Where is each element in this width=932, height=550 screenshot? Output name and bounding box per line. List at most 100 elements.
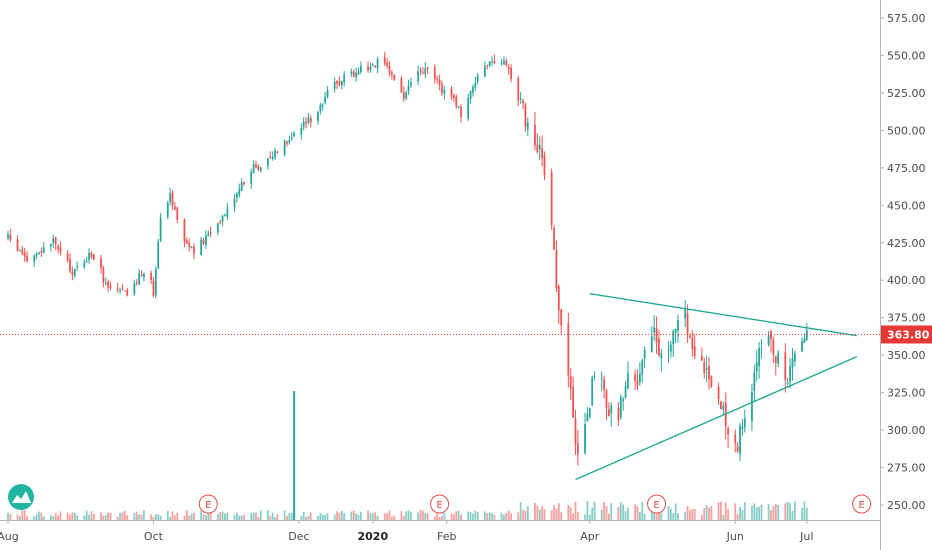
- volume-bar: [634, 504, 636, 520]
- candle: [266, 158, 269, 170]
- candle: [710, 375, 713, 388]
- volume-bar: [69, 514, 71, 520]
- volume-bar: [574, 501, 577, 520]
- volume-bar: [150, 514, 152, 520]
- candle: [143, 272, 145, 282]
- volume-bar: [538, 509, 541, 520]
- volume-bar: [524, 510, 527, 520]
- volume-bar: [359, 511, 362, 520]
- volume-bar: [88, 514, 90, 520]
- candle: [610, 402, 613, 427]
- candle: [543, 151, 546, 181]
- volume-bar: [424, 512, 427, 520]
- volume-bar: [171, 511, 174, 520]
- trendline-layer[interactable]: [575, 293, 858, 481]
- volume-bar: [519, 502, 522, 520]
- candle: [33, 254, 36, 268]
- candle: [627, 361, 629, 390]
- volume-bar: [226, 512, 229, 520]
- volume-bar: [617, 506, 620, 520]
- volume-bar: [357, 514, 360, 520]
- candle: [469, 90, 472, 104]
- earnings-label: E: [653, 500, 659, 511]
- y-tick-label: 275.00: [887, 462, 926, 475]
- candle: [57, 244, 59, 254]
- volume-bar: [703, 507, 706, 520]
- volume-bar: [724, 502, 727, 520]
- earnings-marker[interactable]: E: [647, 494, 667, 514]
- candle: [526, 117, 529, 137]
- y-tick-label: 350.00: [887, 349, 926, 362]
- volume-bar: [390, 516, 393, 520]
- earnings-marker[interactable]: E: [430, 494, 450, 514]
- volume-bar: [85, 510, 88, 520]
- volume-bar: [100, 512, 102, 520]
- volume-bar: [593, 501, 596, 520]
- volume-bar: [166, 510, 169, 520]
- candle: [288, 135, 291, 145]
- candle: [202, 237, 205, 246]
- volume-bar: [21, 510, 24, 520]
- y-tick-label: 475.00: [887, 162, 926, 175]
- volume-bar: [83, 515, 86, 520]
- candle: [557, 284, 560, 324]
- volume-bar: [717, 501, 720, 520]
- candle: [441, 80, 443, 96]
- volume-bar: [123, 510, 126, 520]
- candle: [476, 72, 479, 85]
- y-tick-label: 525.00: [887, 87, 926, 100]
- volume-bar: [569, 507, 572, 520]
- volume-bar: [584, 514, 586, 520]
- candle: [150, 270, 152, 285]
- candle: [250, 168, 253, 189]
- volume-bar: [536, 505, 539, 520]
- volume-bar: [216, 514, 219, 520]
- candle: [19, 249, 21, 252]
- volume-bar: [266, 510, 269, 520]
- candle: [152, 277, 155, 298]
- candle: [660, 348, 663, 372]
- volume-bar: [169, 516, 172, 520]
- candle: [593, 371, 596, 381]
- volume-bar: [493, 514, 496, 520]
- earnings-marker[interactable]: E: [198, 494, 218, 514]
- candle: [121, 283, 124, 291]
- candle: [388, 61, 391, 77]
- volume-bar: [23, 510, 26, 520]
- volume-bar: [250, 512, 253, 520]
- volume-bar: [474, 510, 477, 520]
- volume-bar: [476, 512, 479, 520]
- candle: [638, 362, 641, 386]
- volume-bar: [505, 513, 508, 520]
- candle: [374, 64, 377, 68]
- candle: [600, 371, 603, 392]
- volume-bar: [138, 514, 141, 520]
- volume-bar: [271, 512, 274, 520]
- trendline-lower[interactable]: [575, 356, 858, 481]
- candle: [505, 58, 508, 68]
- volume-bar: [734, 503, 737, 520]
- volume-bar: [50, 515, 52, 520]
- candle: [269, 151, 272, 159]
- candle: [572, 376, 575, 419]
- candle: [493, 54, 496, 65]
- volume-bar: [700, 514, 703, 520]
- volume-bar: [543, 509, 546, 520]
- y-tick-label: 300.00: [887, 424, 926, 437]
- candle: [255, 160, 257, 169]
- trendline-upper[interactable]: [589, 293, 857, 337]
- candle: [636, 369, 639, 390]
- candle: [219, 219, 222, 225]
- volume-bar: [710, 505, 713, 520]
- candle: [69, 253, 71, 274]
- candle: [491, 56, 493, 67]
- candle: [727, 425, 729, 449]
- volume-bar: [791, 510, 794, 520]
- candle: [758, 341, 760, 379]
- candle: [338, 76, 341, 87]
- earnings-marker[interactable]: E: [852, 494, 872, 514]
- volume-bar: [116, 516, 119, 520]
